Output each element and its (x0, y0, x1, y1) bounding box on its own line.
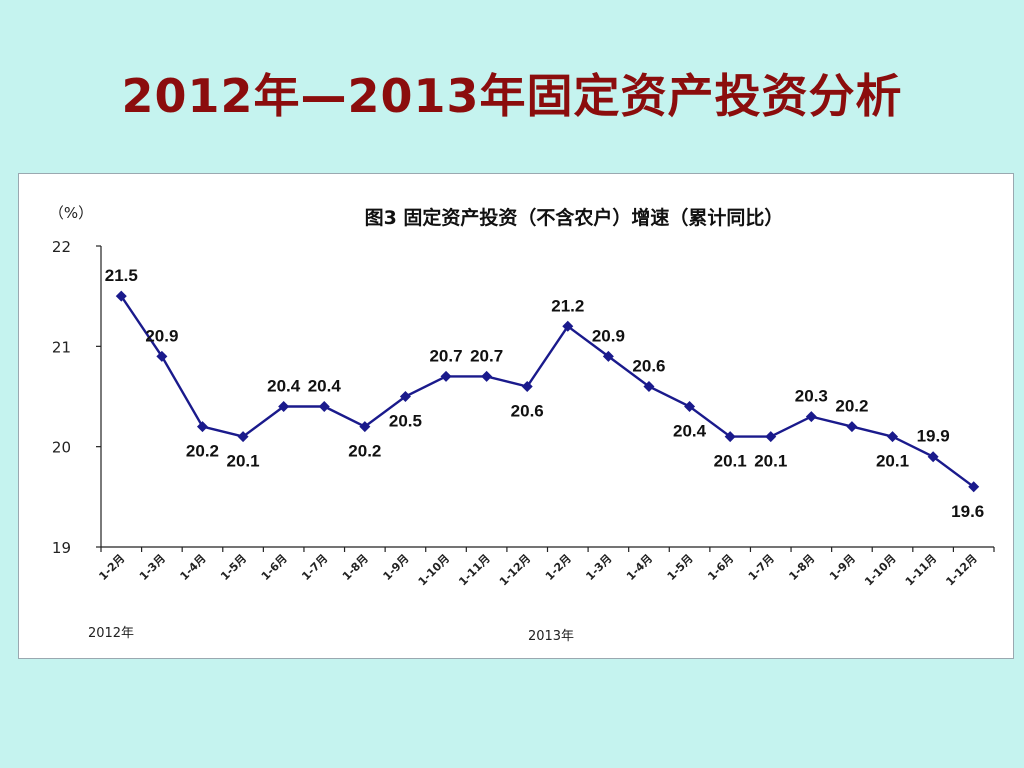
data-label: 20.5 (389, 412, 422, 431)
data-label: 20.9 (592, 326, 625, 345)
x-category-label: 1-10月 (416, 552, 452, 588)
data-label: 20.1 (876, 452, 909, 471)
data-label: 20.2 (186, 442, 219, 461)
chart-panel: 图3 固定资产投资（不含农户）增速（累计同比） （%） 22 21 20 19 1-2… (18, 173, 1014, 659)
data-points (115, 290, 980, 493)
data-point (440, 370, 452, 382)
x-category-label: 1-5月 (665, 552, 696, 583)
data-point (846, 421, 858, 433)
data-point (318, 401, 330, 413)
data-label: 20.1 (754, 452, 787, 471)
x-category-label: 1-7月 (299, 552, 330, 583)
x-category-label: 1-8月 (340, 552, 371, 583)
data-point (237, 431, 249, 443)
data-label: 20.2 (348, 442, 381, 461)
y-tick-label: 21 (52, 338, 71, 356)
data-point (156, 350, 168, 362)
x-category-label: 1-9月 (827, 552, 858, 583)
y-unit-label: （%） (49, 204, 93, 222)
x-category-label: 1-11月 (456, 552, 492, 588)
x-category-label: 1-3月 (583, 552, 614, 583)
data-point (521, 380, 533, 392)
data-point (359, 421, 371, 433)
x-category-label: 1-8月 (786, 552, 817, 583)
x-category-label: 1-12月 (497, 552, 533, 588)
y-tick-label: 22 (52, 238, 71, 256)
year-label-2013: 2013年 (528, 629, 574, 644)
data-label: 20.3 (795, 387, 828, 406)
x-category-label: 1-5月 (218, 552, 249, 583)
data-label: 20.7 (429, 346, 462, 365)
data-point (643, 380, 655, 392)
data-point (602, 350, 614, 362)
x-category-label: 1-10月 (862, 552, 898, 588)
data-label: 20.4 (673, 422, 707, 441)
x-category-label: 1-11月 (903, 552, 939, 588)
data-label: 20.6 (511, 401, 544, 420)
data-label: 20.1 (714, 452, 747, 471)
data-label: 20.4 (308, 377, 342, 396)
x-category-label: 1-6月 (259, 552, 290, 583)
x-ticks (100, 547, 995, 552)
y-tick-label: 20 (52, 439, 71, 457)
chart-title: 图3 固定资产投资（不含农户）增速（累计同比） (365, 206, 784, 229)
x-category-label: 1-2月 (543, 552, 574, 583)
x-category-label: 1-7月 (746, 552, 777, 583)
x-category-label: 1-12月 (943, 552, 979, 588)
data-label: 19.6 (951, 502, 984, 521)
slide-title: 2012年—2013年固定资产投资分析 (121, 69, 903, 123)
x-category-label: 1-4月 (178, 552, 209, 583)
data-point (968, 481, 980, 493)
x-category-label: 1-4月 (624, 552, 655, 583)
data-point (765, 431, 777, 443)
data-point (481, 370, 493, 382)
y-ticks: 22 21 20 19 (52, 238, 101, 557)
line-chart: 图3 固定资产投资（不含农户）增速（累计同比） （%） 22 21 20 19 1-2… (49, 204, 995, 644)
data-point (562, 320, 574, 332)
data-label: 21.2 (551, 296, 584, 315)
x-category-label: 1-2月 (96, 552, 127, 583)
x-category-label: 1-3月 (137, 552, 168, 583)
data-point (399, 391, 411, 402)
data-point (115, 290, 127, 302)
x-category-label: 1-9月 (381, 552, 412, 583)
data-label: 20.7 (470, 346, 503, 365)
data-label: 20.2 (835, 397, 868, 416)
data-label: 20.1 (227, 452, 260, 471)
data-label: 20.4 (267, 377, 301, 396)
data-point (805, 411, 817, 423)
data-label: 20.9 (145, 326, 178, 345)
series-line (120, 295, 975, 488)
year-label-2012: 2012年 (88, 626, 134, 641)
data-label: 19.9 (917, 427, 950, 446)
data-labels: 21.5 20.9 20.2 20.1 20.4 20.4 20.2 20.5 20.7 20.7… (105, 266, 985, 521)
data-point (196, 421, 208, 433)
data-point (724, 431, 736, 443)
y-tick-label: 19 (52, 539, 71, 557)
data-point (887, 431, 899, 443)
data-point (278, 401, 290, 413)
data-label: 20.6 (632, 356, 665, 375)
data-point (684, 401, 696, 413)
data-point (927, 451, 939, 463)
data-label: 21.5 (105, 266, 138, 285)
category-labels: 1-2月 1-3月 1-4月 1-5月 1-6月 1-7月 1-8月 1-9月 1-10月 1-1… (96, 552, 979, 588)
x-category-label: 1-6月 (705, 552, 736, 583)
